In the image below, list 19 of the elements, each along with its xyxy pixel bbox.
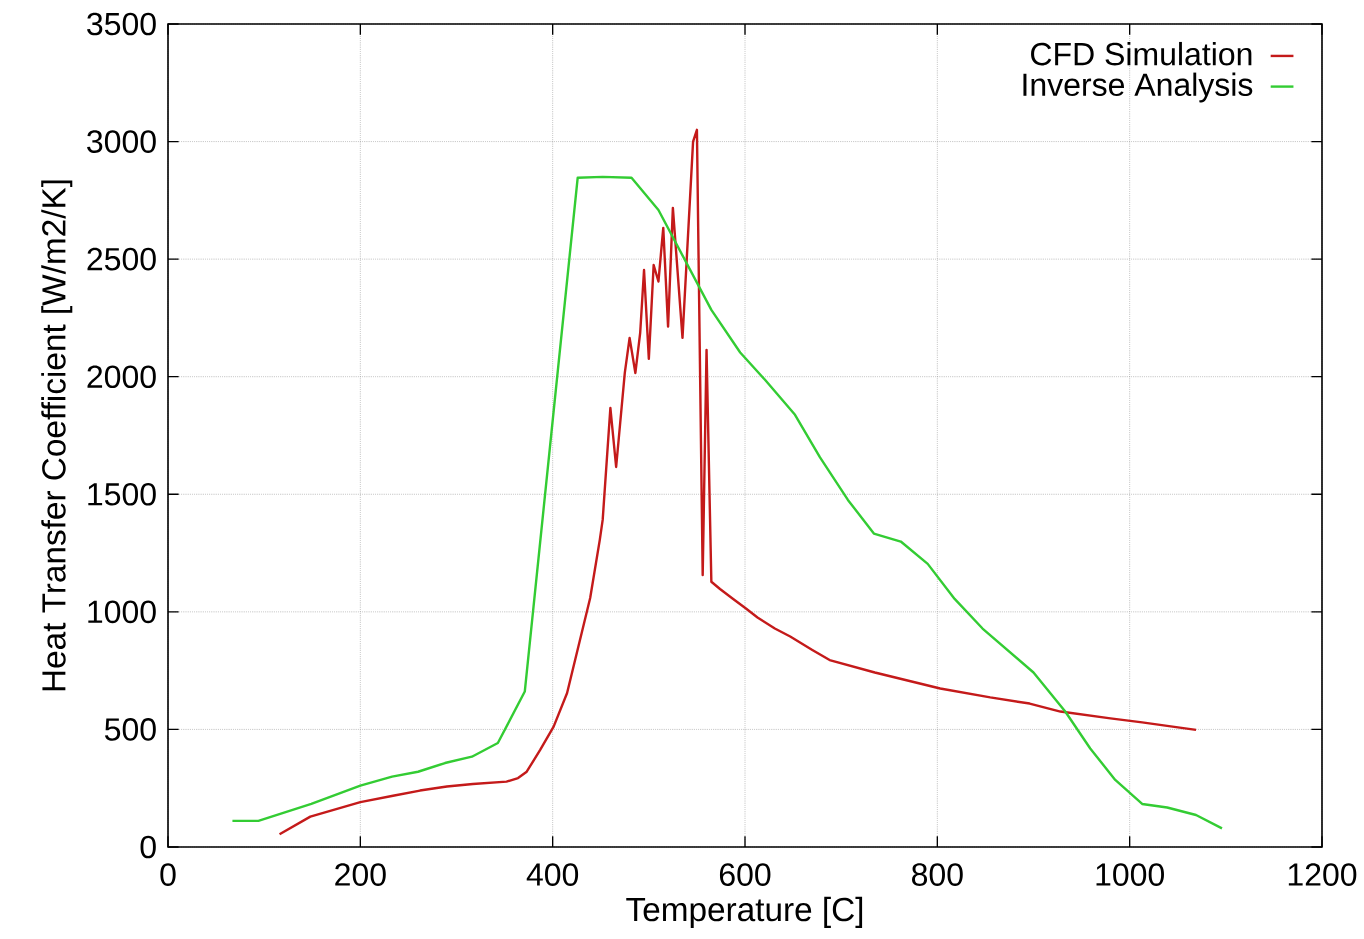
legend-label: Inverse Analysis (1023, 72, 1253, 103)
y-tick-label: 3000 (87, 130, 156, 153)
y-tick-label: 2000 (87, 365, 156, 389)
x-tick-label: 400 (526, 863, 579, 886)
y-tick-label: 1500 (88, 482, 156, 506)
legend-label: CFD Simulation (1031, 41, 1252, 66)
y-tick-label: 1000 (88, 600, 156, 624)
x-tick-label: 200 (335, 863, 386, 886)
x-tick-label: 1000 (1096, 863, 1164, 886)
y-tick-label: 2500 (87, 247, 156, 271)
x-axis-title: Temperature [C] (626, 896, 863, 928)
y-tick-label: 3500 (87, 12, 156, 36)
y-axis-title: Heat Transfer Coefficient [W/m2/K] (41, 180, 73, 691)
y-tick-label: 500 (104, 718, 156, 741)
x-tick-label: 0 (160, 863, 176, 886)
x-tick-label: 800 (912, 863, 963, 886)
x-tick-label: 1200 (1288, 863, 1357, 886)
x-tick-label: 600 (719, 863, 771, 886)
y-tick-label: 0 (140, 835, 156, 859)
